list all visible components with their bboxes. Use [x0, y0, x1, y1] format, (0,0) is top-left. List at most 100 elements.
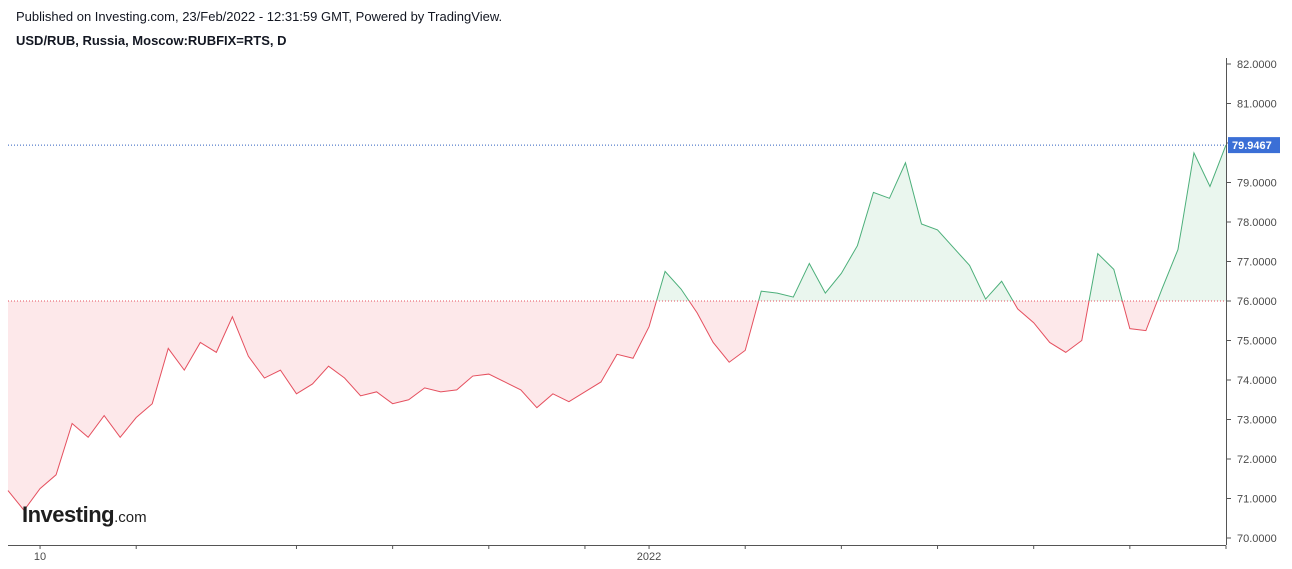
- data-point-55: [888, 197, 891, 200]
- data-point-61: [984, 298, 987, 301]
- x-axis-ticks: 10 2022: [34, 545, 1227, 563]
- data-point-0: [7, 489, 10, 492]
- data-point-71: [1144, 329, 1147, 332]
- y-tick-label-1: 71.0000: [1237, 494, 1277, 506]
- current-price-label: 79.9467: [1232, 140, 1272, 152]
- reference-lines: [8, 144, 1226, 302]
- data-point-13: [215, 351, 218, 354]
- data-point-64: [1032, 321, 1035, 324]
- y-tick-label-12: 82.0000: [1237, 59, 1277, 71]
- data-point-20: [327, 365, 330, 368]
- y-tick-label-11: 81.0000: [1237, 99, 1277, 111]
- data-point-29: [471, 375, 474, 378]
- data-point-45: [728, 361, 731, 364]
- y-tick-label-2: 72.0000: [1237, 454, 1277, 466]
- line-below-baseline-6: [1121, 300, 1158, 332]
- area-above-baseline-1: [656, 271, 690, 301]
- symbol-title: USD/RUB, Russia, Moscow:RUBFIX=RTS, D: [16, 33, 287, 48]
- area-above-baseline-3: [758, 162, 1014, 301]
- data-point-25: [407, 398, 410, 401]
- data-point-74: [1192, 151, 1195, 154]
- data-point-11: [183, 369, 186, 372]
- data-point-3: [55, 473, 58, 476]
- area-above-baseline-7: [1157, 144, 1226, 301]
- data-point-75: [1208, 185, 1211, 188]
- y-tick-label-9: 79.0000: [1237, 178, 1277, 190]
- data-point-50: [808, 262, 811, 265]
- data-point-33: [535, 406, 538, 409]
- data-point-58: [936, 228, 939, 231]
- data-point-28: [455, 388, 458, 391]
- data-point-57: [920, 222, 923, 225]
- data-point-6: [103, 414, 106, 417]
- data-point-17: [279, 369, 282, 372]
- data-point-69: [1112, 268, 1115, 271]
- data-point-53: [856, 244, 859, 247]
- data-point-59: [952, 246, 955, 249]
- data-point-41: [664, 270, 667, 273]
- line-above-baseline-1: [656, 270, 690, 302]
- data-point-8: [135, 416, 138, 419]
- line-below-baseline-2: [688, 300, 760, 363]
- data-point-54: [872, 191, 875, 194]
- line-above-baseline-3: [758, 161, 1014, 302]
- y-tick-label-4: 74.0000: [1237, 375, 1277, 387]
- data-point-73: [1176, 248, 1179, 251]
- current-price-marker: 79.9467: [1228, 137, 1280, 154]
- y-tick-label-0: 70.0000: [1237, 533, 1277, 545]
- y-tick-label-6: 76.0000: [1237, 296, 1277, 308]
- logo-name: Investing: [22, 502, 115, 527]
- investing-logo: Investing.com: [22, 502, 147, 528]
- data-point-46: [744, 349, 747, 352]
- data-point-18: [295, 392, 298, 395]
- x-tick-label-1: 2022: [637, 551, 661, 563]
- data-point-16: [263, 377, 266, 380]
- y-axis-ticks: 70.0000 71.0000 72.0000 73.0000 74.0000 75.00…: [1226, 59, 1277, 545]
- data-point-65: [1048, 341, 1051, 344]
- data-point-60: [968, 264, 971, 267]
- data-point-42: [680, 288, 683, 291]
- area-fills: [8, 144, 1226, 511]
- data-point-12: [199, 341, 202, 344]
- data-point-36: [583, 390, 586, 393]
- data-point-30: [487, 373, 490, 376]
- data-point-22: [359, 394, 362, 397]
- line-above-baseline-7: [1156, 144, 1227, 302]
- area-below-baseline-4: [1013, 301, 1090, 353]
- y-tick-label-7: 77.0000: [1237, 257, 1277, 269]
- area-below-baseline-2: [689, 301, 759, 363]
- y-tick-label-5: 75.0000: [1237, 336, 1277, 348]
- data-point-37: [599, 380, 602, 383]
- data-point-9: [151, 402, 154, 405]
- line-below-baseline-4: [1012, 300, 1090, 353]
- data-point-72: [1160, 288, 1163, 291]
- data-point-15: [247, 355, 250, 358]
- data-point-52: [840, 272, 843, 275]
- data-point-62: [1000, 280, 1003, 283]
- data-point-24: [391, 402, 394, 405]
- data-point-5: [87, 436, 90, 439]
- data-point-44: [712, 341, 715, 344]
- data-point-43: [696, 311, 699, 314]
- data-point-19: [311, 382, 314, 385]
- data-point-31: [503, 380, 506, 383]
- data-point-47: [760, 290, 763, 293]
- data-point-10: [167, 347, 170, 350]
- data-point-35: [567, 400, 570, 403]
- data-point-34: [551, 392, 554, 395]
- data-point-21: [343, 377, 346, 380]
- data-point-68: [1096, 252, 1099, 255]
- data-point-51: [824, 292, 827, 295]
- y-tick-label-3: 73.0000: [1237, 415, 1277, 427]
- data-point-48: [776, 292, 779, 295]
- data-point-27: [439, 390, 442, 393]
- data-point-67: [1080, 339, 1083, 342]
- data-point-23: [375, 390, 378, 393]
- data-point-63: [1016, 307, 1019, 310]
- current-price-box: [1228, 137, 1280, 154]
- data-point-66: [1064, 351, 1067, 354]
- data-point-4: [71, 422, 74, 425]
- area-above-baseline-5: [1089, 253, 1123, 301]
